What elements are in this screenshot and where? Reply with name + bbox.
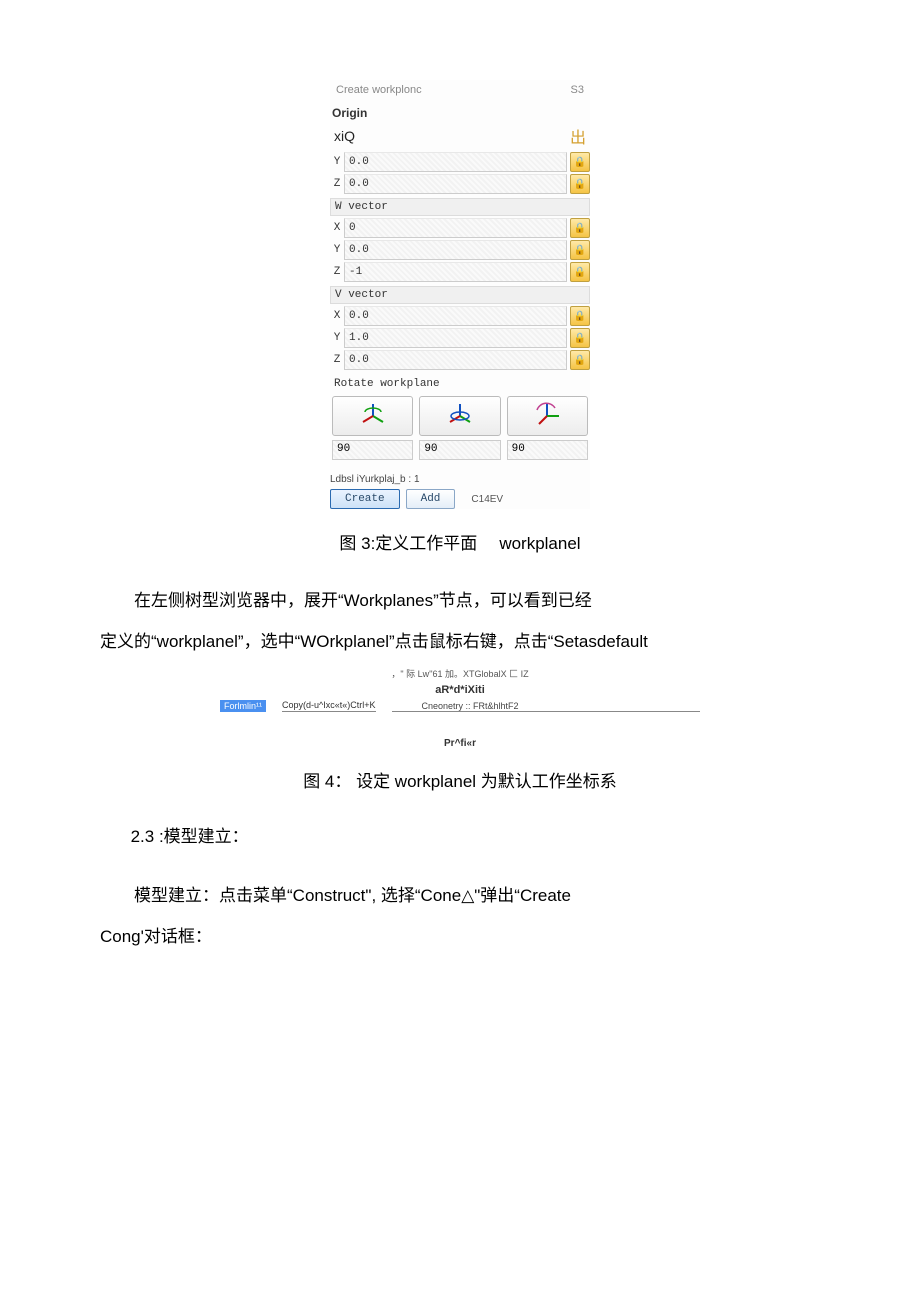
fig4-right-label: Cneonetry :: FRt&hlhtF2 xyxy=(392,701,700,712)
origin-section-label: Origin xyxy=(330,100,590,122)
dialog-header: Create workplonc S3 xyxy=(330,80,590,100)
xiq-label: xiQ xyxy=(334,128,355,144)
vvec-y-label: Y xyxy=(330,332,344,344)
paragraph-3b: Cong'对话框： xyxy=(100,918,820,955)
fig4-menu-item[interactable]: Copy(d-u^Ixc«t«)Ctrl+K xyxy=(282,700,376,712)
w-vector-label: W vector xyxy=(330,198,590,216)
rotate-x-input[interactable]: 90 xyxy=(332,440,413,460)
c14ev-label: C14EV xyxy=(471,494,503,505)
axis-rotate-icon xyxy=(359,402,387,430)
axis-rotate-icon xyxy=(533,402,561,430)
origin-z-label: Z xyxy=(330,178,344,190)
axis-rotate-icon xyxy=(446,402,474,430)
wvec-y-input[interactable]: 0.0 xyxy=(344,240,567,260)
wvec-z-input[interactable]: -1 xyxy=(344,262,567,282)
lock-icon[interactable]: 🔒 xyxy=(570,328,590,348)
create-workplane-dialog: Create workplonc S3 Origin xiQ 出 Y 0.0 🔒… xyxy=(330,80,590,509)
origin-z-input[interactable]: 0.0 xyxy=(344,174,567,194)
rotate-z-input[interactable]: 90 xyxy=(507,440,588,460)
section-2-3-heading: 2.3 :模型建立： xyxy=(100,822,820,847)
lock-icon[interactable]: 🔒 xyxy=(570,152,590,172)
wvec-x-input[interactable]: 0 xyxy=(344,218,567,238)
paragraph-1: 在左侧树型浏览器中，展开“Workplanes”节点，可以看到已经 xyxy=(100,582,820,619)
xiq-row: xiQ 出 xyxy=(330,122,590,150)
paragraph-3a: 模型建立：点击菜单“Construct", 选择“Cone△"弹出“Create xyxy=(100,877,820,914)
vvec-y-input[interactable]: 1.0 xyxy=(344,328,567,348)
fig4-line1: ，" 际 Lw''61 加。XTGlobalX 匚 IZ xyxy=(220,667,700,680)
vvec-x-label: X xyxy=(330,310,344,322)
paragraph-2: 定义的“workplanel”，选中“WOrkplanel”点击鼠标右键，点击“… xyxy=(100,623,820,660)
figure4-screenshot: ，" 际 Lw''61 加。XTGlobalX 匚 IZ aR*d*iXiti … xyxy=(220,667,700,749)
wvec-y-label: Y xyxy=(330,244,344,256)
vvec-z-input[interactable]: 0.0 xyxy=(344,350,567,370)
lock-icon[interactable]: 🔒 xyxy=(570,240,590,260)
lock-icon[interactable]: 🔒 xyxy=(570,350,590,370)
origin-y-label: Y xyxy=(330,156,344,168)
vvec-z-label: Z xyxy=(330,354,344,366)
add-button[interactable]: Add xyxy=(406,489,456,509)
wvec-z-row: Z -1 🔒 xyxy=(330,262,590,282)
rotate-label: Rotate workplane xyxy=(330,376,590,392)
lock-icon[interactable]: 🔒 xyxy=(570,218,590,238)
origin-glyph-icon: 出 xyxy=(570,124,586,148)
figure3-caption-a: 图 3:定义工作平面 xyxy=(339,534,477,553)
dialog-title: Create workplonc xyxy=(336,84,422,96)
figure3-caption-b: workplanel xyxy=(499,534,580,553)
figure4-caption: 图 4： 设定 workplanel 为默认工作坐标系 xyxy=(100,767,820,792)
wvec-x-row: X 0 🔒 xyxy=(330,218,590,238)
lock-icon[interactable]: 🔒 xyxy=(570,174,590,194)
lock-icon[interactable]: 🔒 xyxy=(570,262,590,282)
dialog-corner: S3 xyxy=(571,84,584,96)
v-vector-label: V vector xyxy=(330,286,590,304)
vvec-y-row: Y 1.0 🔒 xyxy=(330,328,590,348)
figure3-caption: 图 3:定义工作平面 workplanel xyxy=(100,529,820,554)
origin-y-row: Y 0.0 🔒 xyxy=(330,152,590,172)
wvec-y-row: Y 0.0 🔒 xyxy=(330,240,590,260)
rotate-x-button[interactable] xyxy=(332,396,413,436)
fig4-bottom-label: Pr^fi«r xyxy=(220,738,700,749)
rotate-z-button[interactable] xyxy=(507,396,588,436)
create-button[interactable]: Create xyxy=(330,489,400,509)
vvec-x-input[interactable]: 0.0 xyxy=(344,306,567,326)
rotate-y-button[interactable] xyxy=(419,396,500,436)
wvec-z-label: Z xyxy=(330,266,344,278)
vvec-z-row: Z 0.0 🔒 xyxy=(330,350,590,370)
rotate-y-input[interactable]: 90 xyxy=(419,440,500,460)
origin-y-input[interactable]: 0.0 xyxy=(344,152,567,172)
origin-z-row: Z 0.0 🔒 xyxy=(330,174,590,194)
fig4-badge: Forlmlin¹¹ xyxy=(220,700,266,712)
lock-icon[interactable]: 🔒 xyxy=(570,306,590,326)
wvec-x-label: X xyxy=(330,222,344,234)
label-line: Ldbsl iYurkplaj_b : 1 xyxy=(330,474,590,485)
vvec-x-row: X 0.0 🔒 xyxy=(330,306,590,326)
fig4-line2: aR*d*iXiti xyxy=(220,684,700,696)
